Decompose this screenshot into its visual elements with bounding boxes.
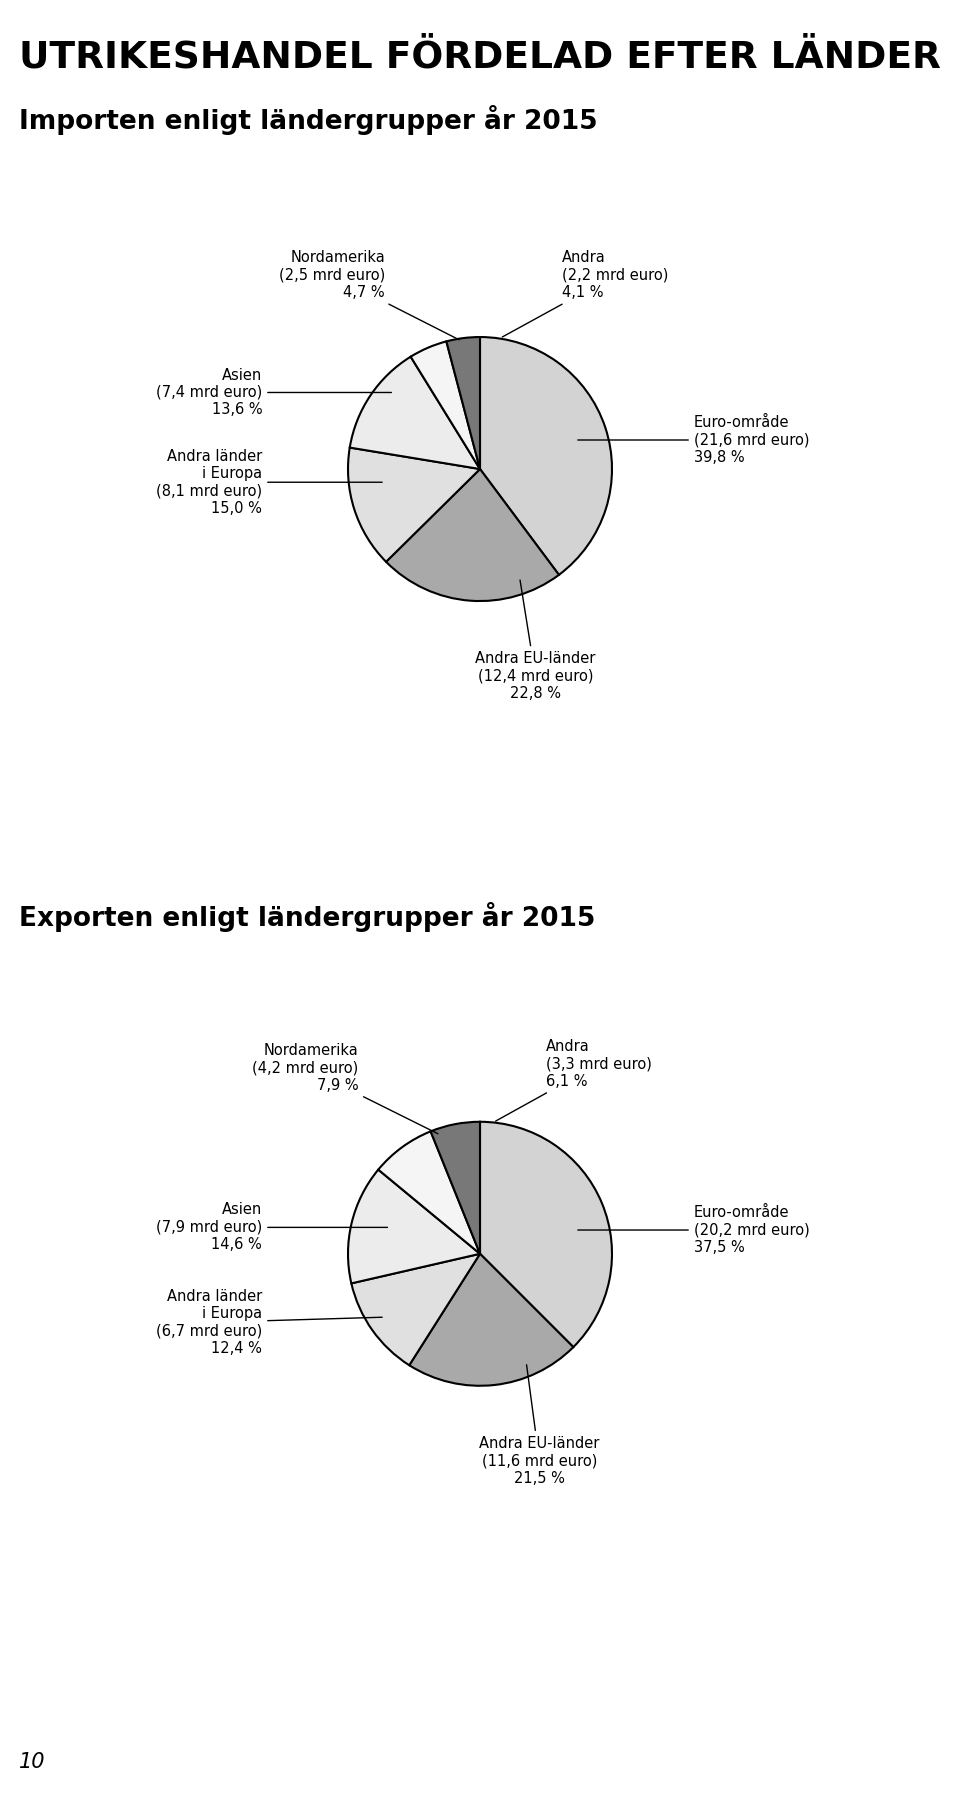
Text: Asien
(7,9 mrd euro)
14,6 %: Asien (7,9 mrd euro) 14,6 % [156, 1203, 388, 1252]
Text: Exporten enligt ländergrupper år 2015: Exporten enligt ländergrupper år 2015 [19, 902, 595, 933]
Wedge shape [348, 447, 480, 561]
Text: Andra EU-länder
(11,6 mrd euro)
21,5 %: Andra EU-länder (11,6 mrd euro) 21,5 % [479, 1366, 600, 1486]
Text: Andra EU-länder
(12,4 mrd euro)
22,8 %: Andra EU-länder (12,4 mrd euro) 22,8 % [475, 581, 595, 702]
Wedge shape [409, 1254, 573, 1385]
Text: Andra
(3,3 mrd euro)
6,1 %: Andra (3,3 mrd euro) 6,1 % [495, 1039, 652, 1120]
Wedge shape [378, 1131, 480, 1254]
Text: Andra
(2,2 mrd euro)
4,1 %: Andra (2,2 mrd euro) 4,1 % [502, 251, 668, 337]
Wedge shape [431, 1122, 480, 1254]
Text: UTRIKESHANDEL FÖRDELAD EFTER LÄNDER: UTRIKESHANDEL FÖRDELAD EFTER LÄNDER [19, 40, 941, 76]
Wedge shape [348, 1169, 480, 1283]
Wedge shape [411, 341, 480, 469]
Text: 10: 10 [19, 1752, 46, 1772]
Wedge shape [351, 1254, 480, 1366]
Text: Nordamerika
(2,5 mrd euro)
4,7 %: Nordamerika (2,5 mrd euro) 4,7 % [278, 251, 459, 339]
Text: Euro-område
(21,6 mrd euro)
39,8 %: Euro-område (21,6 mrd euro) 39,8 % [578, 415, 809, 465]
Text: Importen enligt ländergrupper år 2015: Importen enligt ländergrupper år 2015 [19, 105, 598, 135]
Text: Nordamerika
(4,2 mrd euro)
7,9 %: Nordamerika (4,2 mrd euro) 7,9 % [252, 1043, 438, 1133]
Text: Andra länder
i Europa
(6,7 mrd euro)
12,4 %: Andra länder i Europa (6,7 mrd euro) 12,… [156, 1288, 382, 1357]
Text: Euro-område
(20,2 mrd euro)
37,5 %: Euro-område (20,2 mrd euro) 37,5 % [578, 1205, 809, 1256]
Wedge shape [480, 337, 612, 575]
Wedge shape [386, 469, 559, 601]
Text: Asien
(7,4 mrd euro)
13,6 %: Asien (7,4 mrd euro) 13,6 % [156, 368, 392, 417]
Wedge shape [480, 1122, 612, 1348]
Wedge shape [446, 337, 480, 469]
Text: Andra länder
i Europa
(8,1 mrd euro)
15,0 %: Andra länder i Europa (8,1 mrd euro) 15,… [156, 449, 382, 516]
Wedge shape [349, 357, 480, 469]
